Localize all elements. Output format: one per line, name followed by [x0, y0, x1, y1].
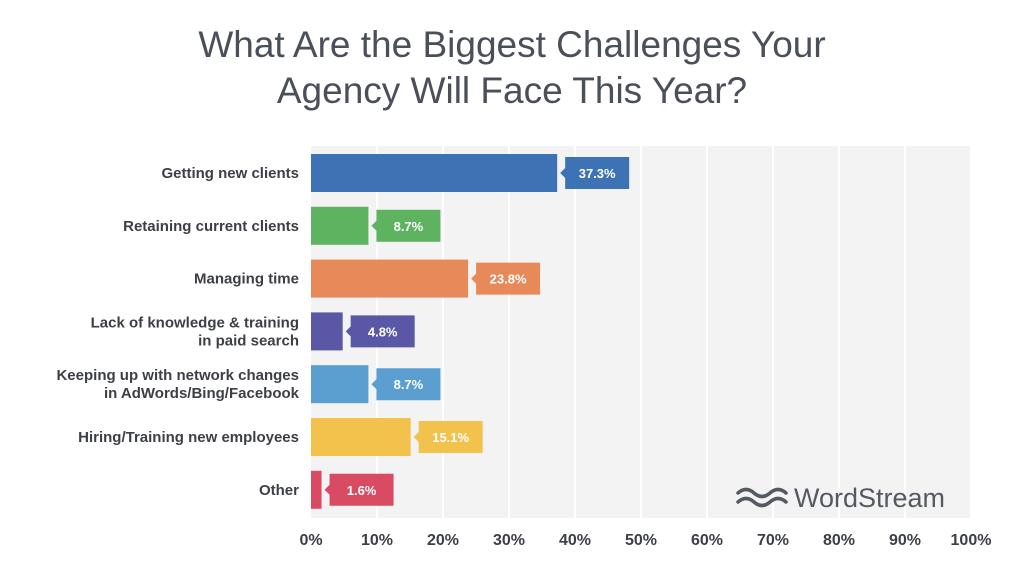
value-label-box — [371, 368, 441, 401]
bar — [311, 470, 322, 509]
category-label: Hiring/Training new employees — [78, 429, 299, 446]
value-label: 8.7% — [394, 219, 424, 234]
gridlines — [376, 146, 972, 518]
category-label: Getting new clients — [161, 165, 299, 182]
bar — [311, 365, 369, 404]
x-tick-label: 20% — [427, 532, 459, 549]
watermark-text: WordStream — [794, 483, 945, 513]
value-label-box — [560, 157, 630, 189]
x-tick-label: 70% — [757, 532, 789, 549]
chart-title-line-2: Agency Will Face This Year? — [276, 70, 748, 111]
wave-icon — [736, 487, 788, 508]
chart-title: What Are the Biggest Challenges Your Age… — [0, 22, 1024, 114]
value-label-box — [345, 315, 415, 348]
value-label: 4.8% — [368, 324, 398, 339]
value-label-box — [371, 209, 441, 242]
value-label-box — [324, 473, 394, 506]
x-tick-label: 80% — [823, 532, 855, 549]
x-tick-label: 10% — [361, 532, 393, 549]
bar — [311, 312, 343, 351]
category-labels: Getting new clients Retaining current cli… — [56, 165, 299, 499]
category-label: Retaining current clients — [123, 218, 299, 235]
value-label: 8.7% — [394, 377, 424, 392]
bars: 37.3% 8.7% 23.8% 4.8% 8.7% 15.1% 1.6% — [311, 154, 630, 509]
bar — [311, 418, 411, 456]
category-label: Lack of knowledge & training — [91, 314, 299, 331]
wordstream-logo: WordStream — [736, 483, 945, 513]
bar — [311, 154, 558, 192]
category-label: Other — [259, 482, 299, 499]
x-tick-label: 40% — [559, 532, 591, 549]
category-label: in paid search — [198, 332, 299, 349]
x-tick-label: 90% — [889, 532, 921, 549]
x-tick-label: 30% — [493, 532, 525, 549]
category-label: in AdWords/Bing/Facebook — [104, 385, 300, 402]
value-label: 1.6% — [347, 483, 377, 498]
x-axis-ticks: 0% 10% 20% 30% 40% 50% 60% 70% 80% 90% 100% — [299, 532, 991, 549]
category-label: Keeping up with network changes — [56, 367, 299, 384]
chart-title-line-1: What Are the Biggest Challenges Your — [198, 24, 826, 65]
bar — [311, 206, 369, 245]
value-label: 23.8% — [490, 272, 527, 287]
value-label: 37.3% — [579, 166, 616, 181]
x-tick-label: 100% — [951, 532, 992, 549]
x-tick-label: 50% — [625, 532, 657, 549]
value-label: 15.1% — [432, 430, 469, 445]
bar — [311, 259, 469, 298]
value-label-box — [471, 262, 541, 295]
x-tick-label: 60% — [691, 532, 723, 549]
x-tick-label: 0% — [299, 532, 322, 549]
value-label-box — [413, 421, 483, 453]
category-label: Managing time — [194, 271, 299, 288]
